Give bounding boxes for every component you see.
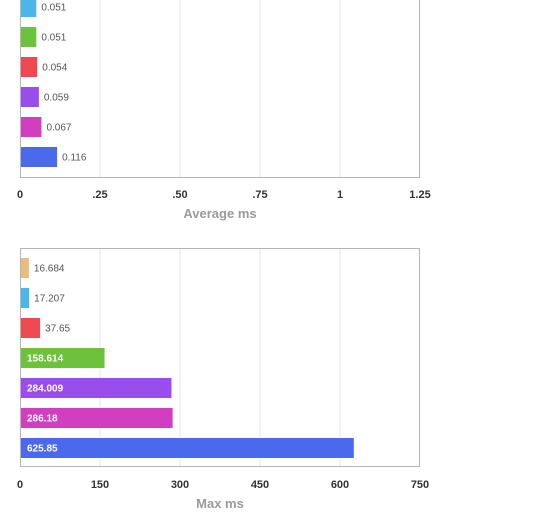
x-axis-title: Average ms <box>183 206 256 221</box>
bar-value-label: 0.051 <box>41 33 66 44</box>
bar-value-label: 0.054 <box>42 63 67 74</box>
x-tick-label: 600 <box>331 479 349 491</box>
bar-value-label: 158.614 <box>27 354 64 365</box>
max-ms-chart: 16.684 17.207 37.65 158.614 284.009 286.18 625… <box>17 248 429 511</box>
bar <box>21 258 29 278</box>
bar <box>21 27 37 47</box>
x-tick-label: .50 <box>172 189 187 201</box>
plot-frame <box>20 248 420 467</box>
bar <box>21 0 37 17</box>
bar <box>21 318 41 338</box>
bar <box>21 117 42 137</box>
x-tick-label: 0 <box>17 479 23 491</box>
bar <box>21 408 173 428</box>
x-tick-label: 1 <box>337 189 343 201</box>
bar-value-label: 0.067 <box>46 123 71 134</box>
x-tick-label: 750 <box>411 479 429 491</box>
x-tick-label: 150 <box>91 479 109 491</box>
bar-value-label: 284.009 <box>27 384 64 395</box>
bar <box>21 288 30 308</box>
bar-value-label: 0.059 <box>44 93 69 104</box>
bar <box>21 87 39 107</box>
bar-value-label: 37.65 <box>45 324 70 335</box>
bar <box>21 147 58 167</box>
bar-value-label: 17.207 <box>34 294 65 305</box>
average-ms-chart: 0.051 0.051 0.054 0.059 0.067 0.116 0 .25 .50 .75… <box>17 0 431 221</box>
x-tick-label: 1.25 <box>409 189 430 201</box>
x-tick-label: 450 <box>251 479 269 491</box>
x-tick-label: .75 <box>252 189 267 201</box>
plot-frame <box>20 0 420 178</box>
x-tick-label: 0 <box>17 189 23 201</box>
bar-value-label: 286.18 <box>27 414 58 425</box>
bar <box>21 438 354 458</box>
bar-value-label: 0.116 <box>62 153 87 164</box>
x-tick-label: 300 <box>171 479 189 491</box>
bar <box>21 378 172 398</box>
bar-value-label: 0.051 <box>41 3 66 14</box>
bar-value-label: 625.85 <box>27 444 58 455</box>
bar-value-label: 16.684 <box>34 264 65 275</box>
x-tick-label: .25 <box>92 189 107 201</box>
bar <box>21 57 38 77</box>
x-axis-title: Max ms <box>196 496 244 511</box>
bar <box>21 348 105 368</box>
